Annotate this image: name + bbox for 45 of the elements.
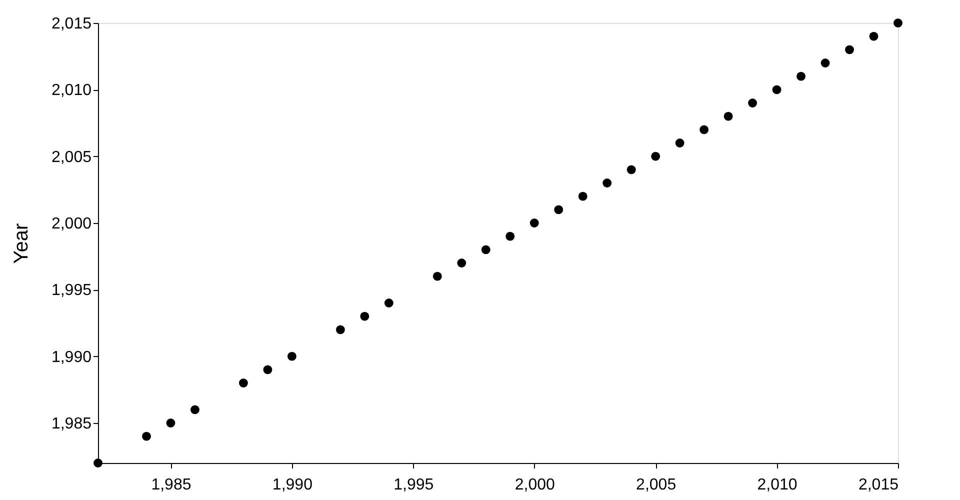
point — [748, 98, 758, 108]
x-tick-label: 2,000 — [514, 476, 555, 494]
y-tick-label: 1,985 — [51, 416, 92, 432]
y-tick-label: 1,990 — [51, 348, 92, 366]
point — [651, 152, 660, 161]
point — [457, 258, 466, 268]
point — [530, 218, 539, 228]
point — [506, 232, 515, 241]
point — [578, 192, 588, 201]
x-tick-label: 1,985 — [151, 476, 192, 494]
x-tick-label: 2,015 — [858, 476, 899, 494]
x-tick-label: 1,995 — [394, 476, 434, 494]
point — [772, 85, 782, 94]
y-tick-label: 2,015 — [51, 16, 92, 32]
point — [384, 298, 394, 308]
point — [166, 418, 176, 428]
point — [360, 312, 370, 321]
x-tick-label: 2,005 — [636, 476, 676, 494]
y-tick-label: 2,010 — [51, 82, 92, 100]
y-tick-label: 1,995 — [51, 282, 92, 300]
point — [238, 378, 248, 388]
point — [94, 458, 102, 468]
point — [700, 125, 709, 134]
point — [481, 245, 490, 254]
point — [869, 32, 878, 41]
point — [626, 165, 636, 174]
x-tick-label: 1,990 — [272, 476, 313, 494]
y-tick-label: 2,005 — [51, 148, 92, 166]
y-axis-title: Year — [10, 222, 32, 264]
point — [602, 178, 612, 188]
point — [263, 365, 272, 374]
y-tick-label: 2,000 — [51, 216, 92, 232]
point — [432, 272, 442, 281]
point — [820, 58, 830, 68]
point — [675, 138, 684, 148]
point — [796, 72, 806, 81]
point — [190, 405, 200, 414]
point — [894, 18, 902, 28]
point — [554, 205, 564, 214]
point — [142, 432, 151, 441]
x-tick-label: 2,010 — [757, 476, 798, 494]
point — [724, 112, 733, 121]
point — [845, 45, 854, 54]
point — [287, 352, 296, 361]
point — [336, 325, 345, 334]
